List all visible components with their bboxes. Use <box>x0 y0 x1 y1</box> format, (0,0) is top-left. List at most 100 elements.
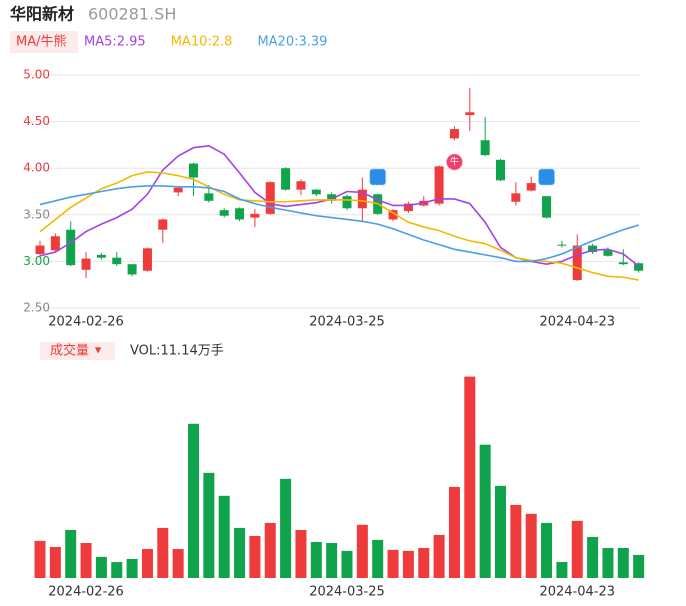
candle-body <box>634 263 644 271</box>
volume-bar <box>95 556 107 578</box>
candle-body <box>542 196 552 218</box>
x-tick-label: 2024-03-25 <box>309 315 385 330</box>
y-tick-label: 2.50 <box>23 301 50 315</box>
volume-bar <box>387 549 399 578</box>
ma-line <box>39 171 639 281</box>
candle-body <box>204 193 214 201</box>
candle-body <box>403 203 413 212</box>
candle-body <box>480 140 490 156</box>
volume-bar <box>172 549 184 578</box>
candle-body <box>603 250 613 256</box>
candle-body <box>572 245 582 281</box>
indicator-label[interactable]: MA/牛熊 <box>16 34 67 50</box>
candle-body <box>296 181 306 190</box>
volume-bar <box>541 522 553 578</box>
volume-bar <box>49 546 61 578</box>
volume-bar <box>433 534 445 578</box>
legend-entry: MA10:2.8 <box>171 35 233 50</box>
volume-bar <box>264 522 276 578</box>
volume-bar <box>495 485 506 578</box>
ma-line <box>39 145 640 267</box>
volume-label: VOL:11.14万手 <box>130 344 224 359</box>
candle-body <box>142 248 152 271</box>
candle-body <box>465 112 475 116</box>
x-tick-label: 2024-02-26 <box>48 585 124 600</box>
y-tick-label: 3.50 <box>23 207 50 221</box>
volume-bar <box>295 529 307 578</box>
volume-bar <box>111 562 123 578</box>
candle-body <box>526 183 536 191</box>
x-tick-label: 2024-02-26 <box>48 315 124 330</box>
volume-bar <box>479 444 491 578</box>
candle-body <box>511 193 521 202</box>
candle-body <box>35 245 45 254</box>
candle-body <box>158 219 168 230</box>
volume-bar <box>188 423 199 578</box>
candle-body <box>327 194 337 201</box>
volume-bar <box>65 529 77 578</box>
signal-icon <box>369 168 387 186</box>
volume-bar <box>587 537 599 578</box>
volume-bar <box>617 547 629 578</box>
volume-bar <box>218 495 230 578</box>
candle-body <box>173 187 183 193</box>
candle-body <box>50 236 60 251</box>
candle-body <box>127 264 137 275</box>
signal-icon <box>538 168 556 186</box>
candle-body <box>112 257 122 265</box>
y-tick-label: 4.50 <box>23 114 50 128</box>
candle-body <box>496 159 505 181</box>
candle-body <box>618 262 628 265</box>
volume-bar <box>510 504 522 578</box>
volume-bar <box>280 478 292 578</box>
volume-bar <box>571 520 583 578</box>
volume-bar <box>310 541 322 578</box>
candle-body <box>219 210 229 216</box>
volume-bar <box>448 486 460 578</box>
x-tick-label: 2024-03-25 <box>309 585 385 600</box>
volume-bar <box>356 524 368 578</box>
volume-bar <box>141 549 153 578</box>
candle-body <box>311 189 321 195</box>
volume-bar <box>80 543 92 578</box>
candle-body <box>265 182 275 214</box>
candle-body <box>96 254 106 258</box>
volume-bar <box>341 550 353 578</box>
candle-body <box>357 189 367 209</box>
candle-body <box>342 196 352 209</box>
indicator-box[interactable] <box>10 31 78 53</box>
volume-bar <box>602 547 614 578</box>
candle-body <box>235 208 245 220</box>
candle-body <box>66 229 76 266</box>
stock-name: 华阳新材 <box>10 5 74 24</box>
volume-bar <box>525 513 537 578</box>
volume-box[interactable] <box>40 342 115 360</box>
bull-icon-label: 牛 <box>450 156 459 168</box>
volume-bar <box>464 376 476 578</box>
volume-bar <box>402 550 414 578</box>
candle-body <box>281 168 291 190</box>
volume-bar <box>556 562 568 578</box>
candle-body <box>449 129 459 139</box>
candle-body <box>588 245 598 253</box>
x-tick-label: 2024-04-23 <box>539 315 615 330</box>
stock-code: 600281.SH <box>88 5 176 24</box>
volume-bar <box>234 527 246 578</box>
volume-bar <box>203 472 215 578</box>
bull-icon <box>445 153 463 171</box>
x-tick-label: 2024-04-23 <box>539 585 615 600</box>
volume-title[interactable]: 成交量 <box>50 343 89 359</box>
volume-bar <box>418 547 430 578</box>
volume-bar <box>157 527 169 578</box>
volume-bar <box>249 535 261 578</box>
candle-body <box>189 163 198 178</box>
legend-entry: MA5:2.95 <box>84 35 146 50</box>
volume-bar <box>326 543 338 578</box>
candle-body <box>434 166 444 204</box>
dropdown-arrow[interactable]: ▼ <box>95 346 102 355</box>
y-tick-label: 4.00 <box>23 161 50 175</box>
volume-bar <box>372 539 384 578</box>
candle-body <box>81 258 91 270</box>
candle-body <box>557 244 567 246</box>
